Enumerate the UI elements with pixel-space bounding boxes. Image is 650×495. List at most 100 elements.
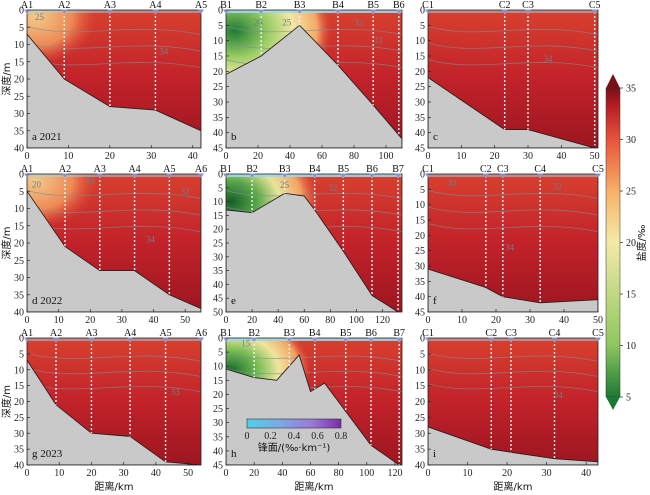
contour-line: [428, 223, 598, 233]
x-tick-label: 20: [105, 151, 115, 162]
station-marker: [24, 9, 30, 14]
station-label-C5: C5: [592, 328, 604, 339]
station-label-C2: C2: [485, 328, 497, 339]
y-tick-label: 15: [14, 57, 24, 68]
station-marker: [223, 9, 229, 14]
y-tick-label: 0: [218, 334, 223, 345]
y-tick-label: 15: [14, 221, 24, 232]
x-tick-label: 40: [149, 315, 159, 326]
y-axis-title: 深度/m: [0, 385, 13, 418]
x-tick-label: 30: [119, 468, 129, 479]
x-tick-label: 10: [54, 468, 64, 479]
contour-line: [428, 383, 598, 393]
station-label-A1: A1: [21, 328, 33, 339]
x-tick-label: 0: [25, 315, 30, 326]
station-marker: [342, 337, 349, 342]
x-tick-label: 40: [581, 468, 591, 479]
y-tick-label: 10: [14, 40, 24, 51]
y-tick-label: 10: [213, 197, 223, 208]
station-marker: [251, 337, 258, 342]
station-label-A5: A5: [195, 0, 207, 11]
colorbar-bar: [605, 87, 621, 398]
contour-line: [27, 206, 201, 216]
y-tick-label: 0: [420, 334, 425, 345]
panel-caption-b: b: [231, 131, 237, 143]
x-tick-label: 80: [349, 151, 359, 162]
y-tick-label: 5: [218, 183, 223, 194]
station-label-B4: B4: [309, 328, 321, 339]
colorbar-tick-label: 35: [626, 84, 636, 95]
y-tick-label: 30: [14, 273, 24, 284]
x-tick-label: 0: [224, 468, 229, 479]
station-label-A3: A3: [85, 328, 97, 339]
x-tick-label: 50: [183, 468, 193, 479]
station-marker: [296, 9, 303, 14]
station-label-A6: A6: [195, 328, 207, 339]
seabed-d: [27, 190, 201, 312]
panel-caption-h: h: [231, 448, 237, 460]
station-marker: [311, 337, 318, 342]
station-label-A1: A1: [21, 164, 33, 175]
y-tick-label: 15: [213, 211, 223, 222]
station-label-B6: B6: [365, 328, 377, 339]
station-label-C4: C4: [549, 328, 561, 339]
contour-label: 33: [374, 36, 384, 46]
station-marker: [501, 9, 508, 14]
station-label-A4: A4: [128, 164, 140, 175]
station-marker: [335, 9, 341, 14]
station-label-B5: B5: [337, 164, 349, 175]
x-tick-label: 10: [54, 315, 64, 326]
contour-label: 34: [505, 243, 515, 253]
station-marker: [396, 337, 403, 342]
front-colorbar-tick-label: 0.6: [311, 431, 324, 442]
y-tick-label: 20: [415, 67, 425, 78]
x-tick-label: 80: [334, 468, 344, 479]
x-tick-label: 120: [387, 468, 402, 479]
front-colorbar-tick-label: 0: [245, 431, 250, 442]
contour-label: 34: [146, 235, 156, 245]
contour-label: 20: [32, 179, 42, 189]
station-marker: [152, 9, 159, 14]
surface-band-g: [27, 338, 201, 341]
station-label-C4: C4: [534, 164, 546, 175]
y-tick-label: 35: [14, 290, 24, 301]
y-tick-label: 30: [415, 262, 425, 273]
contour-line: [428, 190, 598, 199]
station-label-A2: A2: [58, 0, 70, 11]
x-tick-label: 0: [426, 315, 431, 326]
x-tick-label: 50: [180, 315, 190, 326]
x-tick-label: 20: [490, 151, 500, 162]
panel-caption-f: f: [433, 295, 437, 307]
x-tick-label: 0: [25, 151, 30, 162]
x-tick-label: 10: [456, 151, 466, 162]
station-marker: [258, 9, 265, 14]
x-tick-label: 10: [63, 151, 73, 162]
station-marker: [53, 337, 59, 342]
y-tick-label: 25: [14, 92, 24, 103]
y-tick-label: 15: [14, 381, 24, 392]
y-tick-label: 10: [213, 362, 223, 373]
y-tick-label: 15: [415, 381, 425, 392]
contour-line: [27, 352, 201, 362]
x-axis-title: 距离/km: [494, 480, 533, 493]
x-tick-label: 60: [305, 468, 315, 479]
y-tick-label: 5: [218, 348, 223, 359]
station-label-C3: C3: [505, 328, 517, 339]
station-label-C1: C1: [422, 328, 434, 339]
station-label-A1: A1: [21, 0, 33, 11]
panel-caption-i: i: [433, 448, 436, 460]
surface-band-c: [428, 10, 598, 13]
station-marker: [106, 9, 113, 14]
front-colorbar-tick-label: 0.8: [335, 431, 348, 442]
front-colorbar: 0 0.2 0.4 0.6 0.8 锋面/(‰·km⁻¹): [245, 418, 348, 454]
y-tick-label: 0: [420, 170, 425, 181]
station-label-B3: B3: [279, 164, 291, 175]
y-tick-label: 35: [14, 126, 24, 137]
panel-caption-a: a 2021: [32, 131, 62, 143]
y-tick-label: 20: [213, 67, 223, 78]
y-axis-title: 深度/m: [0, 62, 13, 95]
y-tick-label: 40: [14, 308, 24, 319]
